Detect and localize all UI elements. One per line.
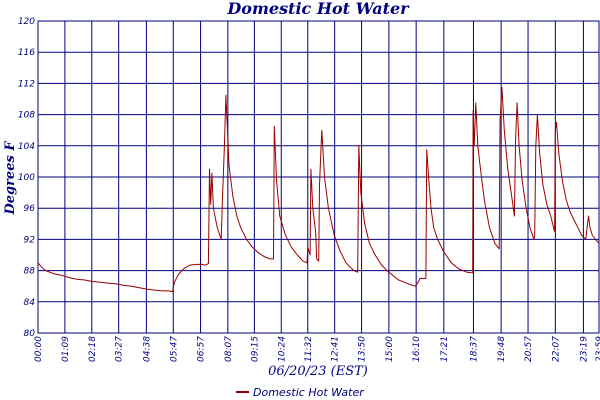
x-tick-label: 01:09 xyxy=(61,336,71,362)
y-tick-labels: 80 84 88 92 96 100 104 108 112 116 120 xyxy=(18,17,35,339)
y-tick-label: 116 xyxy=(18,48,35,58)
x-tick-label: 19:48 xyxy=(497,336,507,362)
legend-label: Domestic Hot Water xyxy=(253,386,365,399)
x-tick-label: 04:38 xyxy=(142,336,152,362)
x-tick-label: 02:18 xyxy=(88,336,98,362)
plot-area xyxy=(37,20,600,334)
x-tick-labels: 00:00 01:09 02:18 03:27 04:38 05:47 06:57 08:07… xyxy=(34,336,600,362)
x-tick-label: 08:07 xyxy=(224,336,234,362)
y-tick-label: 92 xyxy=(24,235,36,245)
x-tick-label: 00:00 xyxy=(34,336,44,362)
x-tick-label: 20:57 xyxy=(524,336,534,362)
x-tick-label: 06:57 xyxy=(197,336,207,362)
x-tick-label: 11:32 xyxy=(304,336,314,362)
y-tick-label: 96 xyxy=(24,204,36,214)
x-tick-label: 22:07 xyxy=(551,336,561,362)
y-tick-label: 88 xyxy=(24,267,36,277)
chart-title: Domestic Hot Water xyxy=(226,0,410,18)
y-tick-label: 84 xyxy=(24,298,36,308)
x-tick-label: 13:50 xyxy=(358,336,368,362)
y-tick-label: 80 xyxy=(24,329,36,339)
y-tick-label: 112 xyxy=(18,79,35,89)
y-tick-label: 100 xyxy=(18,173,35,183)
legend: Domestic Hot Water xyxy=(236,386,365,399)
x-tick-label: 05:47 xyxy=(169,336,179,362)
x-tick-label: 09:15 xyxy=(250,336,260,362)
x-tick-label: 16:10 xyxy=(412,336,422,362)
x-tick-label: 23:19 xyxy=(579,336,589,362)
x-tick-label: 12:41 xyxy=(331,336,341,362)
x-tick-label: 03:27 xyxy=(115,336,125,362)
x-axis-label: 06/20/23 (EST) xyxy=(268,364,368,379)
y-axis-label: Degrees F xyxy=(3,141,18,216)
x-tick-label: 10:24 xyxy=(277,336,287,362)
x-tick-label: 17:21 xyxy=(440,336,450,362)
y-tick-label: 104 xyxy=(18,142,35,152)
series-line-domestic-hot-water xyxy=(37,86,600,293)
x-tick-label: 18:37 xyxy=(469,336,479,362)
y-tick-label: 108 xyxy=(18,111,35,121)
series-group xyxy=(37,86,600,293)
x-tick-label: 23:59 xyxy=(595,336,600,362)
y-tick-label: 120 xyxy=(18,17,35,27)
x-tick-label: 15:00 xyxy=(385,336,395,362)
